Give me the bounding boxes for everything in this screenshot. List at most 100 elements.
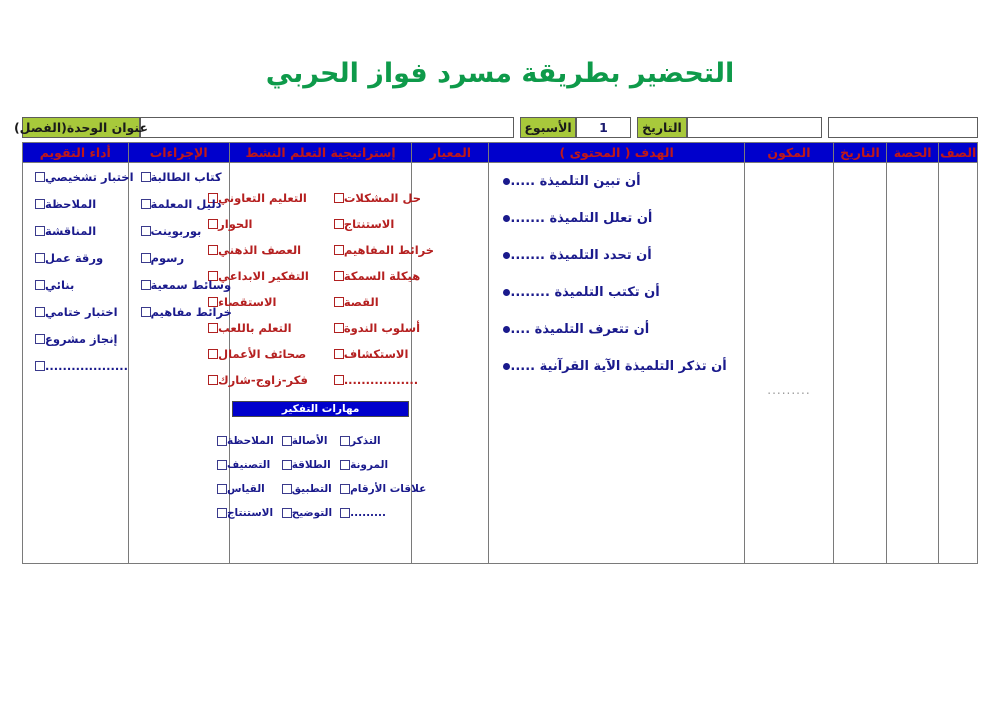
list-item[interactable]: اختبار تشخيصي (23, 163, 134, 190)
list-item[interactable]: الاستنتاج (326, 211, 441, 237)
cell-period[interactable] (885, 162, 940, 564)
checkbox-icon[interactable] (281, 508, 292, 518)
list-item[interactable]: المرونة (336, 453, 428, 477)
checkbox-icon[interactable] (340, 460, 351, 470)
checkbox-icon[interactable] (208, 297, 219, 307)
cell-assessment[interactable]: اختبار تشخيصي الملاحظة المناقشة ورقة عمل… (22, 162, 134, 564)
checkbox-icon[interactable] (35, 360, 45, 371)
checkbox-icon[interactable] (333, 219, 344, 229)
unit-title-input[interactable] (140, 117, 514, 138)
list-item[interactable]: الملاحظة (213, 429, 276, 453)
week-value[interactable]: 1 (576, 117, 631, 138)
list-item[interactable]: رسوم (129, 244, 229, 271)
cell-date[interactable] (833, 162, 887, 564)
unit-title-label: عنوان الوحدة(الفصل) (14, 117, 148, 138)
list-item[interactable]: هيكلة السمكة (326, 263, 441, 289)
list-item[interactable]: الملاحظة (23, 190, 128, 217)
list-item[interactable]: ................. (326, 367, 441, 393)
cell-criterion[interactable] (411, 162, 490, 564)
checkbox-icon[interactable] (340, 508, 351, 518)
checkbox-icon[interactable] (281, 484, 292, 494)
list-item[interactable]: ................... (23, 352, 128, 379)
date-input[interactable] (687, 117, 822, 138)
checkbox-icon[interactable] (35, 225, 45, 236)
checkbox-icon[interactable] (35, 198, 45, 209)
checkbox-icon[interactable] (140, 225, 151, 236)
list-item[interactable]: القصة (326, 289, 441, 315)
list-item[interactable]: الاستقصاء (200, 289, 316, 315)
checkbox-icon[interactable] (35, 252, 45, 263)
checkbox-icon[interactable] (216, 436, 227, 446)
checkbox-icon[interactable] (208, 323, 219, 333)
checkbox-icon[interactable] (208, 193, 219, 203)
list-item[interactable]: الاستنتاج (213, 501, 276, 525)
list-item[interactable]: الطلاقة (278, 453, 334, 477)
checkbox-icon[interactable] (208, 349, 219, 359)
list-item[interactable]: ......... (336, 501, 428, 525)
list-item[interactable]: التوضيح (278, 501, 334, 525)
checkbox-icon[interactable] (333, 323, 344, 333)
checkbox-icon[interactable] (35, 306, 45, 317)
cell-strategies[interactable]: التعليم التعاوني الحوار العصف الذهني الت… (208, 162, 434, 564)
list-item[interactable]: الحوار (200, 211, 316, 237)
checkbox-icon[interactable] (208, 271, 219, 281)
objectives-list: أن تبين التلميذة ..... أن تعلل التلميذة … (489, 163, 743, 385)
checkbox-icon[interactable] (140, 306, 151, 317)
list-item[interactable]: إنجاز مشروع (23, 325, 128, 352)
list-item[interactable]: كتاب الطالبة (129, 163, 229, 190)
checkbox-icon[interactable] (333, 193, 344, 203)
list-item[interactable]: بوربوينت (129, 217, 229, 244)
checkbox-icon[interactable] (208, 245, 219, 255)
list-item[interactable]: خرائط المفاهيم (326, 237, 441, 263)
list-item[interactable]: أسلوب الندوة (326, 315, 441, 341)
checkbox-icon[interactable] (333, 245, 344, 255)
list-item[interactable]: التفكير الابداعي (200, 263, 316, 289)
list-item[interactable]: خرائط مفاهيم (129, 298, 232, 325)
list-item[interactable]: حل المشكلات (326, 185, 441, 211)
checkbox-icon[interactable] (35, 171, 45, 182)
checkbox-icon[interactable] (281, 436, 292, 446)
list-item[interactable]: العصف الذهني (200, 237, 316, 263)
list-item[interactable]: علاقات الأرقام (336, 477, 428, 501)
list-item[interactable]: التعلم باللعب (200, 315, 316, 341)
list-item[interactable]: دليل المعلمة (129, 190, 229, 217)
list-item[interactable]: الأصالة (278, 429, 334, 453)
checkbox-icon[interactable] (333, 349, 344, 359)
list-item[interactable]: بنائي (23, 271, 128, 298)
cell-grade[interactable] (938, 162, 978, 564)
checkbox-icon[interactable] (333, 271, 344, 281)
checkbox-icon[interactable] (140, 171, 151, 182)
checkbox-icon[interactable] (208, 219, 219, 229)
checkbox-icon[interactable] (140, 198, 151, 209)
checkbox-icon[interactable] (35, 333, 45, 344)
list-item[interactable]: التعليم التعاوني (200, 185, 316, 211)
extra-field-input[interactable] (828, 117, 978, 138)
checkbox-icon[interactable] (216, 484, 227, 494)
cell-component[interactable]: ......... (743, 162, 835, 564)
checkbox-icon[interactable] (333, 375, 344, 385)
list-item[interactable]: اختبار ختامي (23, 298, 128, 325)
checkbox-icon[interactable] (340, 484, 351, 494)
checkbox-icon[interactable] (35, 279, 45, 290)
list-item: أن تذكر التلميذة الآية القرآنية ..... (489, 348, 743, 385)
list-item[interactable]: القياس (213, 477, 276, 501)
checkbox-icon[interactable] (216, 460, 227, 470)
list-item[interactable]: صحائف الأعمال (200, 341, 316, 367)
checkbox-icon[interactable] (216, 508, 227, 518)
checkbox-icon[interactable] (208, 375, 219, 385)
checkbox-icon[interactable] (333, 297, 344, 307)
list-item[interactable]: ورقة عمل (23, 244, 128, 271)
list-item[interactable]: الاستكشاف (326, 341, 441, 367)
cell-procedures[interactable]: كتاب الطالبة دليل المعلمة بوربوينت رسوم … (127, 162, 232, 564)
checkbox-icon[interactable] (340, 436, 351, 446)
checkbox-icon[interactable] (140, 279, 151, 290)
checkbox-icon[interactable] (281, 460, 292, 470)
list-item[interactable]: التطبيق (278, 477, 334, 501)
checkbox-icon[interactable] (140, 252, 151, 263)
list-item[interactable]: فكر-زاوج-شارك (200, 367, 316, 393)
list-item[interactable]: وسائط سمعية (129, 271, 231, 298)
cell-objectives[interactable]: أن تبين التلميذة ..... أن تعلل التلميذة … (488, 162, 745, 564)
list-item[interactable]: التصنيف (213, 453, 276, 477)
list-item[interactable]: المناقشة (23, 217, 128, 244)
list-item[interactable]: التذكر (336, 429, 428, 453)
